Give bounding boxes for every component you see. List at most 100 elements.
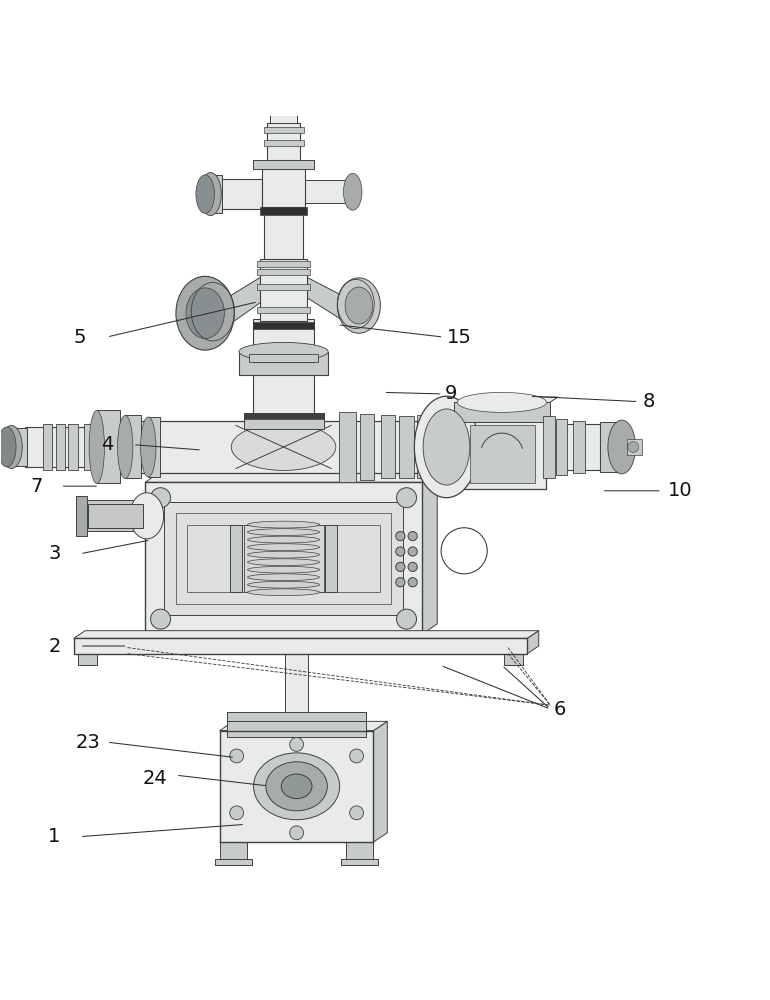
Bar (219, 731, 373, 842)
Bar (346, 842, 373, 861)
Ellipse shape (248, 521, 320, 528)
Ellipse shape (248, 536, 320, 543)
Text: 8: 8 (642, 392, 654, 411)
Text: 6: 6 (554, 700, 567, 719)
Text: 4: 4 (101, 435, 113, 454)
Ellipse shape (414, 396, 479, 498)
Ellipse shape (253, 753, 340, 820)
Polygon shape (214, 276, 276, 329)
Bar (253, 322, 314, 329)
Circle shape (408, 562, 417, 571)
Bar (84, 500, 147, 531)
Bar (256, 269, 310, 275)
Bar (243, 413, 323, 429)
Ellipse shape (0, 427, 16, 467)
Bar (339, 412, 356, 482)
Bar (381, 415, 395, 478)
Circle shape (290, 826, 303, 840)
Bar (243, 525, 323, 592)
Text: 9: 9 (445, 384, 457, 403)
Circle shape (229, 749, 243, 763)
Ellipse shape (424, 409, 470, 485)
Circle shape (151, 609, 171, 629)
Bar (126, 415, 141, 478)
Bar (239, 352, 328, 375)
Bar (454, 421, 467, 473)
Polygon shape (74, 631, 539, 638)
Circle shape (350, 806, 363, 820)
Bar (243, 413, 323, 419)
Bar (431, 418, 444, 476)
Bar (544, 416, 555, 478)
Text: 1: 1 (49, 827, 61, 846)
Circle shape (628, 442, 638, 452)
Bar (78, 654, 97, 665)
Ellipse shape (89, 410, 105, 483)
Bar (256, 261, 310, 267)
Ellipse shape (130, 493, 164, 539)
Ellipse shape (345, 287, 373, 324)
Ellipse shape (239, 342, 328, 361)
Circle shape (290, 738, 303, 751)
Bar (76, 496, 87, 536)
Bar (253, 160, 314, 169)
Bar (270, 103, 297, 123)
Polygon shape (527, 631, 539, 654)
Ellipse shape (248, 544, 320, 551)
Bar (264, 213, 303, 259)
Bar (12, 428, 27, 466)
Ellipse shape (176, 276, 234, 350)
Ellipse shape (608, 420, 635, 474)
Text: 23: 23 (76, 733, 101, 752)
Bar (187, 525, 380, 592)
Bar (25, 427, 99, 467)
Bar (263, 140, 303, 146)
Polygon shape (146, 472, 437, 482)
Ellipse shape (337, 278, 380, 333)
Ellipse shape (186, 288, 224, 339)
Bar (256, 284, 310, 290)
Bar (399, 416, 414, 478)
Bar (253, 365, 314, 421)
Bar (74, 638, 527, 654)
Bar (260, 207, 306, 215)
Bar (227, 721, 366, 737)
Bar (88, 504, 143, 528)
Bar (99, 421, 427, 473)
Bar (263, 127, 303, 133)
Circle shape (350, 749, 363, 763)
Bar (600, 422, 621, 472)
Ellipse shape (343, 173, 362, 210)
Bar (346, 176, 356, 207)
Ellipse shape (314, 86, 337, 104)
Ellipse shape (248, 551, 320, 558)
Bar (325, 525, 337, 592)
Text: 5: 5 (74, 328, 86, 347)
Circle shape (397, 609, 417, 629)
Bar (341, 859, 378, 865)
Bar (458, 405, 547, 489)
Bar (176, 513, 391, 604)
Ellipse shape (199, 173, 221, 216)
Bar (271, 86, 296, 103)
Ellipse shape (1, 425, 22, 468)
Circle shape (408, 532, 417, 541)
Text: 10: 10 (668, 481, 692, 500)
Polygon shape (293, 276, 346, 319)
Ellipse shape (266, 762, 327, 811)
Bar (305, 180, 347, 203)
Bar (360, 414, 374, 480)
Ellipse shape (118, 415, 133, 478)
Circle shape (396, 547, 405, 556)
Bar (262, 169, 305, 207)
Bar (229, 525, 242, 592)
Bar (280, 619, 313, 627)
Polygon shape (458, 397, 558, 405)
Ellipse shape (248, 529, 320, 536)
Bar (627, 439, 642, 455)
Circle shape (229, 806, 243, 820)
Circle shape (408, 547, 417, 556)
Bar (146, 482, 422, 635)
Circle shape (396, 578, 405, 587)
Bar (266, 123, 300, 160)
